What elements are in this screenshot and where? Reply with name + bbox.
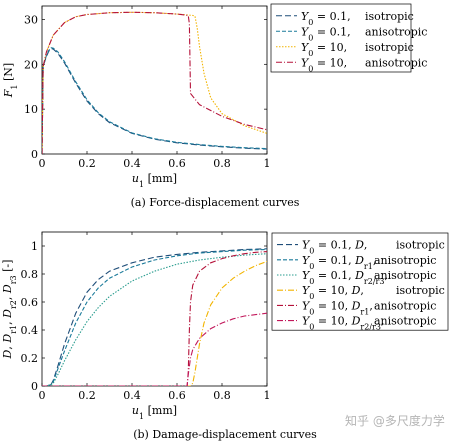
x-tick-label: 0.2	[78, 389, 96, 402]
series-line-1	[42, 248, 267, 386]
legend-entry-label: Y0 = 10, Dr2/r3,anisotropic	[302, 315, 436, 332]
legend-entry-label: Y0 = 0.1, anisotropic	[301, 25, 427, 42]
legend-box	[271, 232, 449, 331]
y-axis-label: F1 [N]	[2, 63, 19, 98]
series-line-6	[42, 312, 267, 386]
y-tick-label: 30	[24, 13, 38, 26]
legend-entry-label: Y0 = 10, D, isotropic	[302, 284, 445, 301]
x-tick-label: 0.6	[168, 389, 186, 402]
series-line-3	[42, 253, 267, 386]
y-tick-label: 10	[24, 103, 38, 116]
x-tick-label: 0.8	[213, 157, 231, 170]
legend-entry-label: Y0 = 0.1, D, isotropic	[302, 239, 445, 256]
y-tick-label: 0	[31, 148, 38, 161]
y-tick-label: 20	[24, 58, 38, 71]
series-line-4	[42, 260, 267, 386]
x-tick-label: 0	[39, 389, 46, 402]
x-tick-label: 0.6	[168, 157, 186, 170]
y-tick-label: 0.2	[21, 352, 39, 365]
plot-frame	[41, 231, 268, 387]
series-line-3	[42, 11, 267, 154]
x-tick-label: 1	[264, 157, 271, 170]
x-axis-label: u1 [mm]	[132, 404, 177, 421]
x-tick-label: 0.4	[123, 389, 141, 402]
legend-entry-label: Y0 = 0.1, Dr1,anisotropic	[302, 254, 436, 271]
panel-damage-displacement: 0 0.2 0.4 0.6 0.8 1 0 0.2 0.4 0.6 0.8 1 u1 [mm] D, Dr…	[1, 231, 449, 421]
legend-entry-label: Y0 = 0.1, isotropic	[301, 10, 414, 27]
y-tick-label: 0	[31, 380, 38, 393]
legend-entry-label: Y0 = 10, isotropic	[301, 41, 414, 58]
y-axis-label: D, Dr1, Dr2, Dr3 [-]	[1, 260, 18, 360]
x-tick-label: 1	[264, 389, 271, 402]
y-tick-label: 0.6	[21, 296, 39, 309]
y-tick-label: 1	[31, 240, 38, 253]
legend-entry-label: Y0 = 10, Dr1,anisotropic	[302, 299, 436, 316]
x-tick-label: 0.2	[78, 157, 96, 170]
x-tick-label: 0	[39, 157, 46, 170]
watermark: 知乎 @多尺度力学	[345, 413, 445, 428]
series-line-2	[42, 248, 267, 386]
y-tick-label: 0.4	[21, 324, 39, 337]
series-line-2	[42, 47, 267, 154]
legend-entry-label: Y0 = 10, anisotropic	[301, 56, 427, 73]
x-tick-label: 0.4	[123, 157, 141, 170]
caption-damage-displacement: (b) Damage-displacement curves	[133, 428, 317, 441]
x-tick-label: 0.8	[213, 389, 231, 402]
series-line-4	[42, 11, 267, 154]
plot-frame	[41, 5, 268, 155]
y-tick-label: 0.8	[21, 268, 39, 281]
x-axis-label: u1 [mm]	[132, 172, 177, 189]
legend-entry-label: Y0 = 0.1, Dr2/r3,anisotropic	[302, 269, 436, 286]
caption-force-displacement: (a) Force-displacement curves	[131, 196, 300, 209]
